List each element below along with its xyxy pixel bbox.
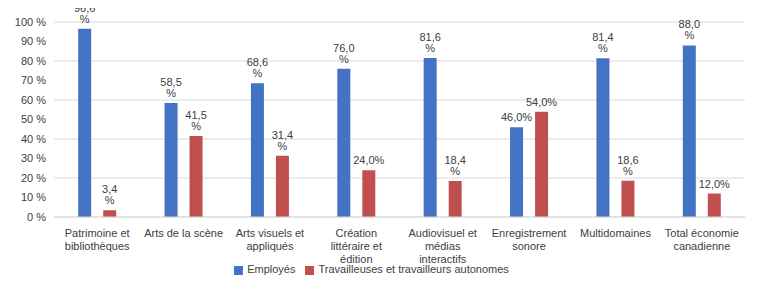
svg-text:Patrimoine etbibliothèques: Patrimoine etbibliothèques bbox=[65, 227, 130, 252]
svg-text:Multidomaines: Multidomaines bbox=[580, 227, 651, 239]
svg-text:0 %: 0 % bbox=[27, 211, 46, 223]
html-text:Travailleuses et travailleurs: Travailleuses et travailleurs autonomes bbox=[318, 263, 509, 275]
svg-text:81,4%: 81,4% bbox=[592, 31, 613, 54]
svg-text:Total économiecanadienne: Total économiecanadienne bbox=[665, 227, 739, 252]
svg-text:50 %: 50 % bbox=[21, 113, 46, 125]
svg-text:100 %: 100 % bbox=[15, 16, 46, 28]
svg-text:Audiovisuel etmédiasinteractif: Audiovisuel etmédiasinteractifs bbox=[408, 227, 477, 265]
svg-text:68,6%: 68,6% bbox=[247, 56, 268, 79]
svg-text:Créationlittéraire etédition: Créationlittéraire etédition bbox=[331, 227, 382, 265]
svg-text:58,5%: 58,5% bbox=[160, 76, 181, 99]
svg-text:76,0%: 76,0% bbox=[333, 42, 354, 65]
svg-text:12,0%: 12,0% bbox=[699, 178, 730, 190]
svg-text:60 %: 60 % bbox=[21, 94, 46, 106]
svg-text:24,0%: 24,0% bbox=[353, 154, 384, 166]
svg-text:10 %: 10 % bbox=[21, 191, 46, 203]
svg-text:20 %: 20 % bbox=[21, 172, 46, 184]
svg-text:18,4%: 18,4% bbox=[444, 154, 465, 177]
svg-text:40 %: 40 % bbox=[21, 133, 46, 145]
svg-text:46,0%: 46,0% bbox=[501, 111, 532, 123]
svg-text:Arts de la scène: Arts de la scène bbox=[144, 227, 223, 239]
svg-text:Enregistrementsonore: Enregistrementsonore bbox=[492, 227, 567, 252]
svg-text:88,0%: 88,0% bbox=[679, 18, 700, 41]
svg-text:96,6%: 96,6% bbox=[74, 8, 95, 25]
svg-text:80 %: 80 % bbox=[21, 55, 46, 67]
svg-text:3,4%: 3,4% bbox=[102, 183, 117, 206]
svg-text:30 %: 30 % bbox=[21, 152, 46, 164]
html-text:Employés: Employés bbox=[247, 263, 296, 275]
svg-text:81,6%: 81,6% bbox=[419, 31, 440, 54]
svg-text:90 %: 90 % bbox=[21, 35, 46, 47]
svg-text:41,5%: 41,5% bbox=[185, 109, 206, 132]
svg-text:Arts visuels etappliqués: Arts visuels etappliqués bbox=[236, 227, 304, 252]
svg-text:54,0%: 54,0% bbox=[526, 96, 557, 108]
svg-text:31,4%: 31,4% bbox=[272, 129, 293, 152]
svg-text:18,6%: 18,6% bbox=[617, 154, 638, 177]
svg-text:70 %: 70 % bbox=[21, 74, 46, 86]
